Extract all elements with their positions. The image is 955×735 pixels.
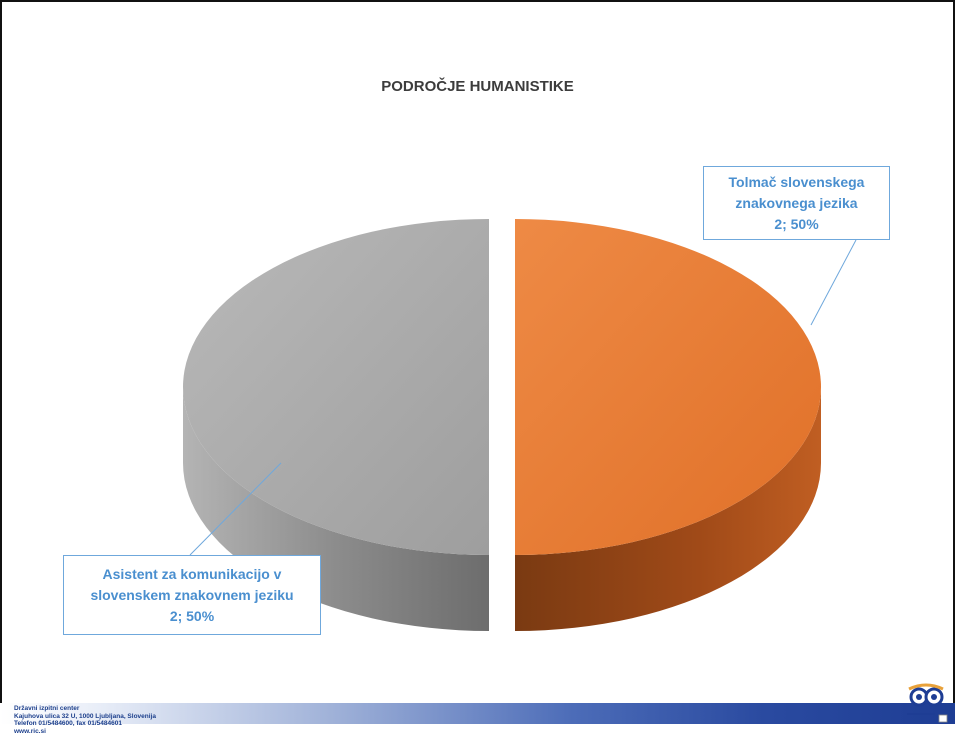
slice-label-line: znakovnega jezika xyxy=(704,193,889,214)
slice-label-value: 2; 50% xyxy=(64,606,320,627)
slice-label-line: Asistent za komunikacijo v xyxy=(64,564,320,585)
footer-line: Kajuhova ulica 32 U, 1000 Ljubljana, Slo… xyxy=(14,713,156,721)
slice-label-tolmac: Tolmač slovenskega znakovnega jezika 2; … xyxy=(703,166,890,240)
slice-label-value: 2; 50% xyxy=(704,214,889,235)
slice-label-line: slovenskem znakovnem jeziku xyxy=(64,585,320,606)
slice-label-line: Tolmač slovenskega xyxy=(704,172,889,193)
footer-line: Državni izpitni center xyxy=(14,705,156,713)
leader-line-tolmac xyxy=(811,240,856,325)
ric-logo-icon xyxy=(903,683,949,723)
footer-line: www.ric.si xyxy=(14,728,156,735)
slice-label-asistent: Asistent za komunikacijo v slovenskem zn… xyxy=(63,555,321,635)
footer-address: Državni izpitni center Kajuhova ulica 32… xyxy=(14,705,156,735)
